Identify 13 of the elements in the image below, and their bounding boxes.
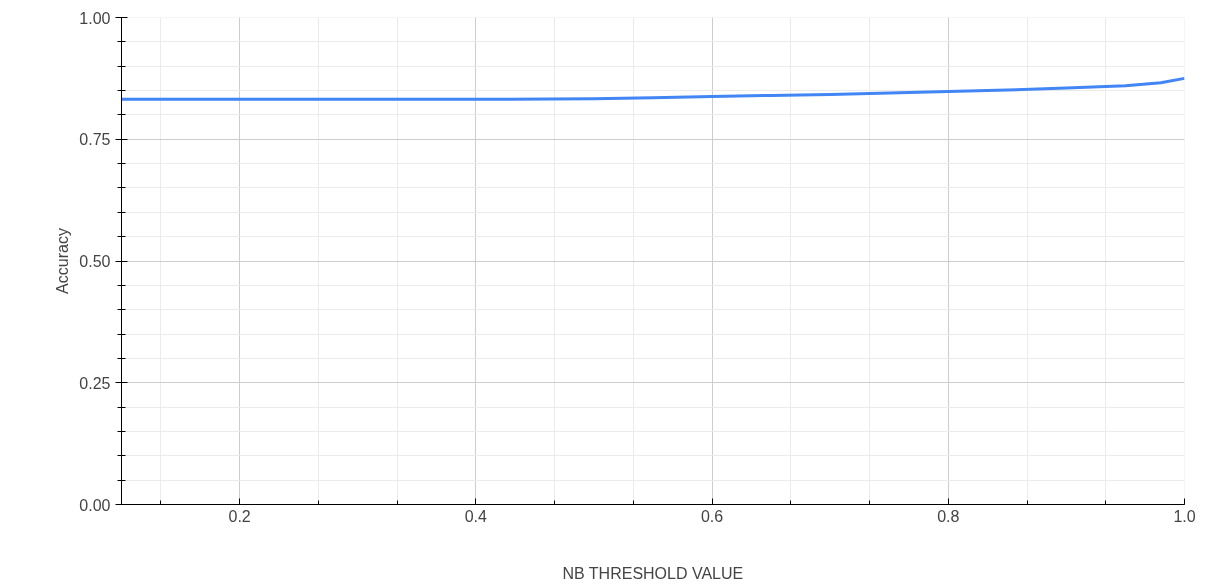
x-tick-label: 0.2: [228, 507, 251, 525]
x-axis-title: NB THRESHOLD VALUE: [562, 564, 744, 582]
y-tick-label: 0.00: [79, 496, 111, 514]
line-series: [121, 76, 1185, 101]
y-tick-label: 0.50: [79, 253, 111, 270]
y-axis-title: Accuracy: [54, 228, 72, 294]
x-tick-label: 1.0: [1173, 507, 1196, 525]
x-tick-label: 0.6: [700, 507, 724, 525]
y-tick-label: 0.25: [79, 374, 111, 392]
y-tick-label: 1.00: [79, 9, 111, 27]
y-tick-label: 0.75: [79, 131, 111, 149]
x-tick-label: 0.8: [937, 507, 960, 525]
x-tick-label: 0.4: [464, 507, 488, 525]
